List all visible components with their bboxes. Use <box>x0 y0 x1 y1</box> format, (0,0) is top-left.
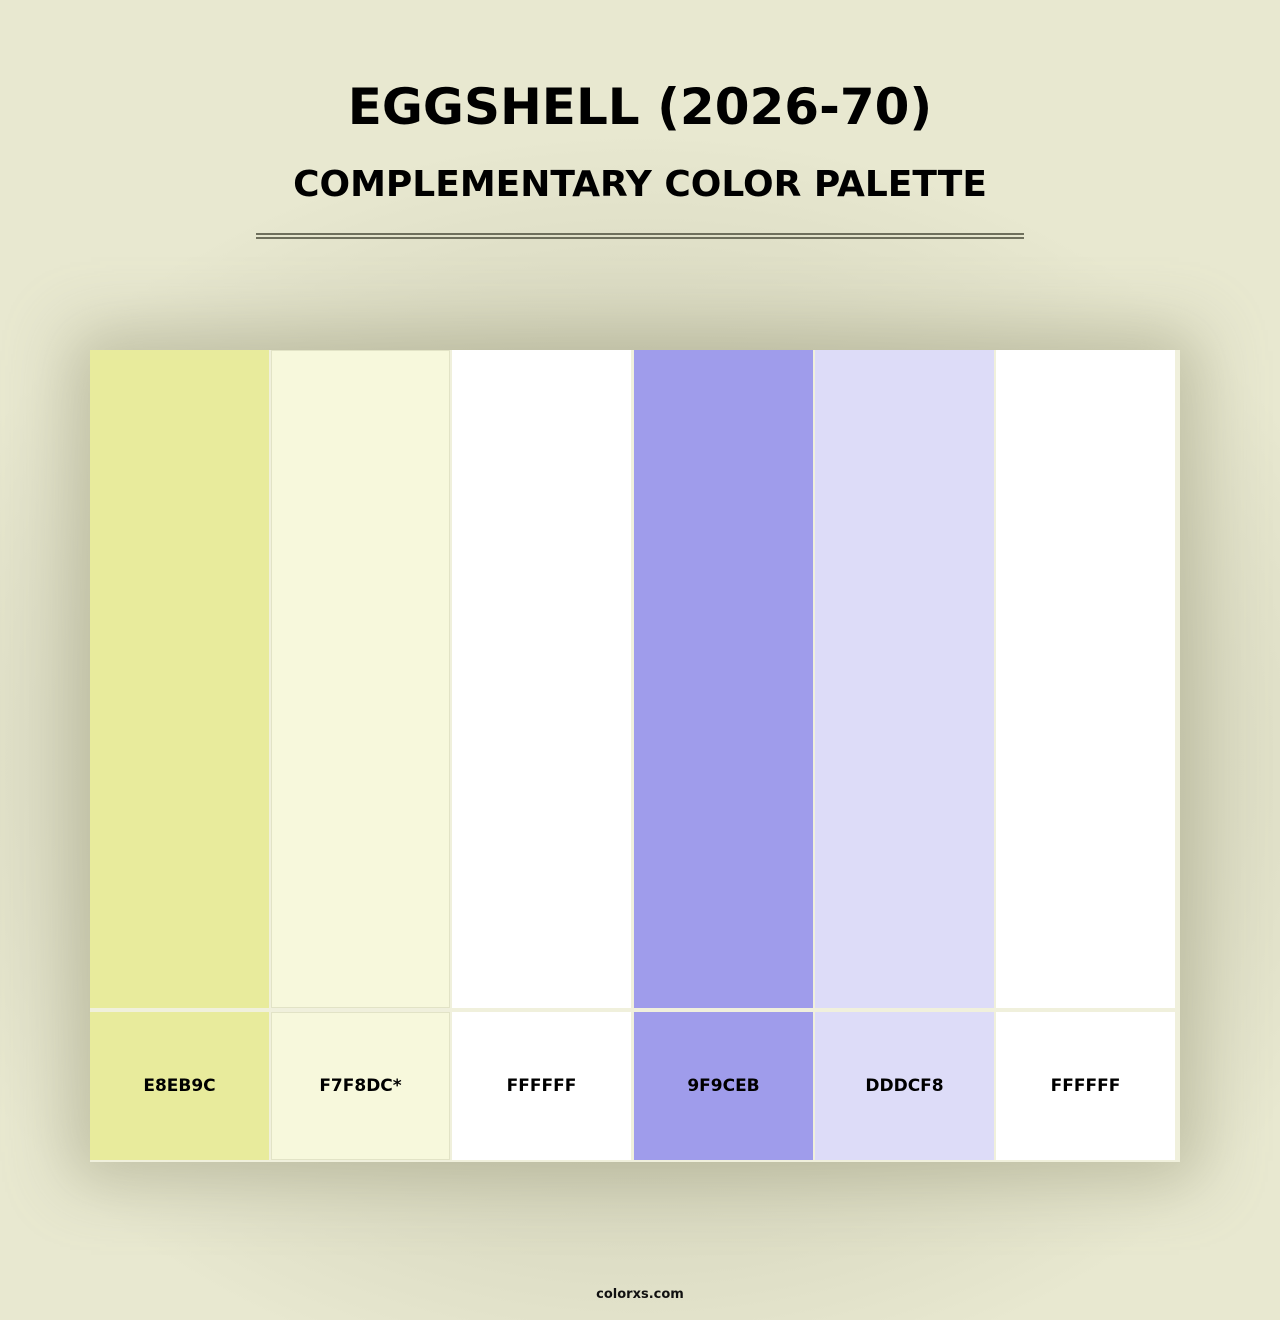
palette-color-3[interactable]: FFFFFF <box>452 350 631 1162</box>
palette-card: E8EB9C F7F8DC* FFFFFF 9F9CEB DDDCF8 FFFFFF <box>90 350 1180 1162</box>
divider-line <box>256 233 1024 235</box>
palette-color-2[interactable]: F7F8DC* <box>271 350 450 1162</box>
palette-color-5[interactable]: DDDCF8 <box>815 350 994 1162</box>
color-swatch[interactable] <box>815 350 994 1008</box>
color-hex-label: DDDCF8 <box>815 1012 994 1160</box>
palette-color-4[interactable]: 9F9CEB <box>634 350 813 1162</box>
palette-color-6[interactable]: FFFFFF <box>996 350 1175 1162</box>
color-swatch[interactable] <box>90 350 269 1008</box>
divider-line <box>256 237 1024 239</box>
color-swatch[interactable] <box>634 350 813 1008</box>
color-swatch[interactable] <box>271 350 450 1008</box>
color-swatch[interactable] <box>452 350 631 1008</box>
color-hex-label: 9F9CEB <box>634 1012 813 1160</box>
color-hex-label: F7F8DC* <box>271 1012 450 1160</box>
palette-color-1[interactable]: E8EB9C <box>90 350 269 1162</box>
page-subtitle: COMPLEMENTARY COLOR PALETTE <box>293 164 987 205</box>
color-hex-label: E8EB9C <box>90 1012 269 1160</box>
page-title: EGGSHELL (2026-70) <box>347 78 933 136</box>
color-hex-label: FFFFFF <box>452 1012 631 1160</box>
color-hex-label: FFFFFF <box>996 1012 1175 1160</box>
footer-site-link[interactable]: colorxs.com <box>596 1287 684 1302</box>
color-swatch[interactable] <box>996 350 1175 1008</box>
